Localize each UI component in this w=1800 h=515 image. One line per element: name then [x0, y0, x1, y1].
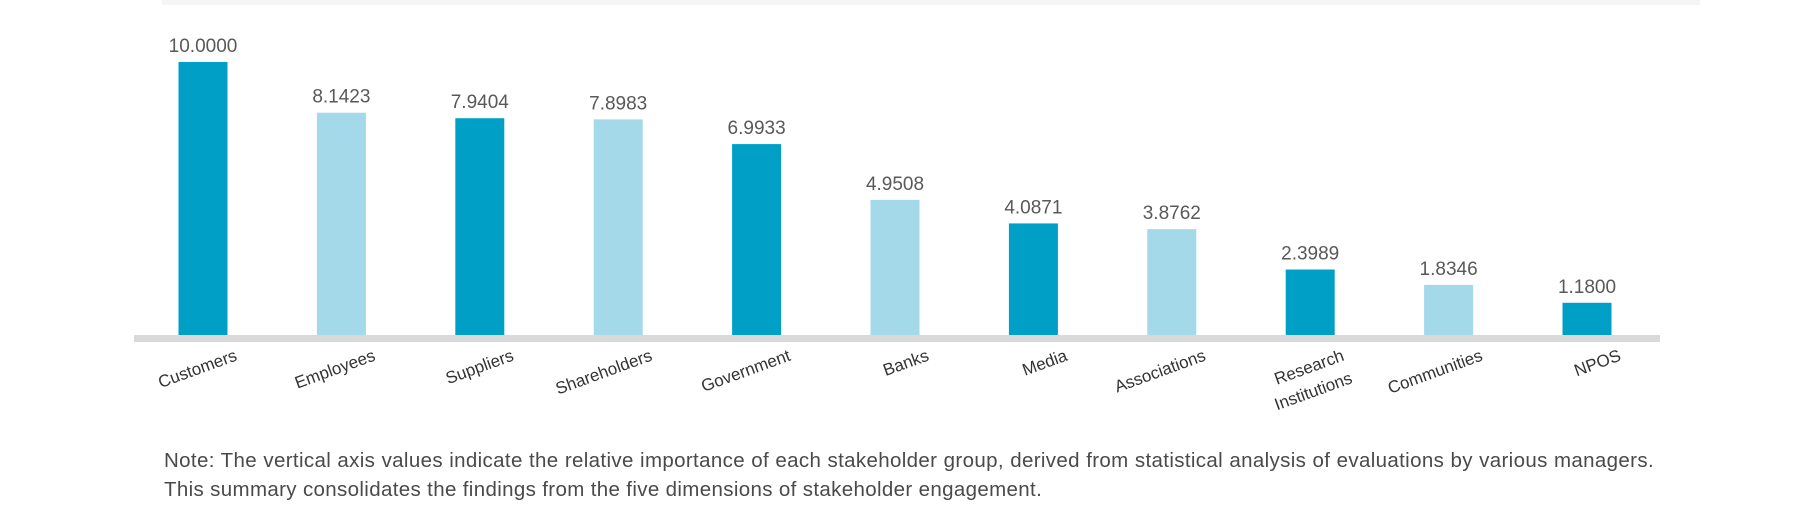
chart-note: Note: The vertical axis values indicate …	[164, 449, 1654, 501]
data-label-research-institutions: 2.3989	[1281, 244, 1339, 265]
x-tick-label-suppliers: Suppliers	[443, 346, 516, 388]
x-tick-label-research-institutions: ResearchInstitutions	[1264, 346, 1355, 414]
bar-banks	[870, 199, 920, 335]
x-tick-label-customers: Customers	[156, 346, 240, 392]
x-tick-label-communities: Communities	[1385, 346, 1485, 398]
data-label-npos: 1.1800	[1558, 277, 1616, 298]
x-tick-label-associations: Associations	[1112, 346, 1208, 396]
x-axis-line	[134, 335, 1660, 342]
data-label-suppliers: 7.9404	[451, 92, 510, 113]
data-label-media: 4.0871	[1004, 197, 1062, 218]
x-tick-label-banks: Banks	[880, 346, 931, 380]
top-border-strip	[162, 0, 1700, 5]
bar-employees	[316, 112, 366, 335]
x-tick-label-shareholders: Shareholders	[553, 346, 655, 398]
bar-suppliers	[455, 118, 505, 335]
data-label-employees: 8.1423	[312, 87, 370, 108]
data-label-government: 6.9933	[728, 118, 786, 139]
bar-media	[1008, 223, 1058, 335]
data-label-shareholders: 7.8983	[589, 93, 647, 114]
x-tick-label-npos: NPOS	[1572, 346, 1624, 380]
bar-communities	[1424, 284, 1474, 335]
bar-customers	[178, 62, 228, 335]
stakeholder-importance-bar-chart: 10.0000 Customers 8.1423 Employees 7.9404 Sup…	[134, 36, 1660, 414]
data-label-banks: 4.9508	[866, 174, 924, 195]
data-label-customers: 10.0000	[169, 36, 238, 57]
bar-government	[732, 144, 782, 335]
data-label-communities: 1.8346	[1420, 259, 1478, 280]
data-label-associations: 3.8762	[1143, 203, 1201, 224]
x-tick-label-employees: Employees	[292, 346, 378, 393]
x-tick-label-media: Media	[1020, 346, 1071, 380]
bar-npos	[1562, 302, 1612, 335]
bar-research-institutions	[1285, 269, 1335, 335]
x-tick-label-government: Government	[699, 346, 794, 396]
bar-shareholders	[593, 119, 643, 336]
bar-associations	[1147, 229, 1197, 335]
